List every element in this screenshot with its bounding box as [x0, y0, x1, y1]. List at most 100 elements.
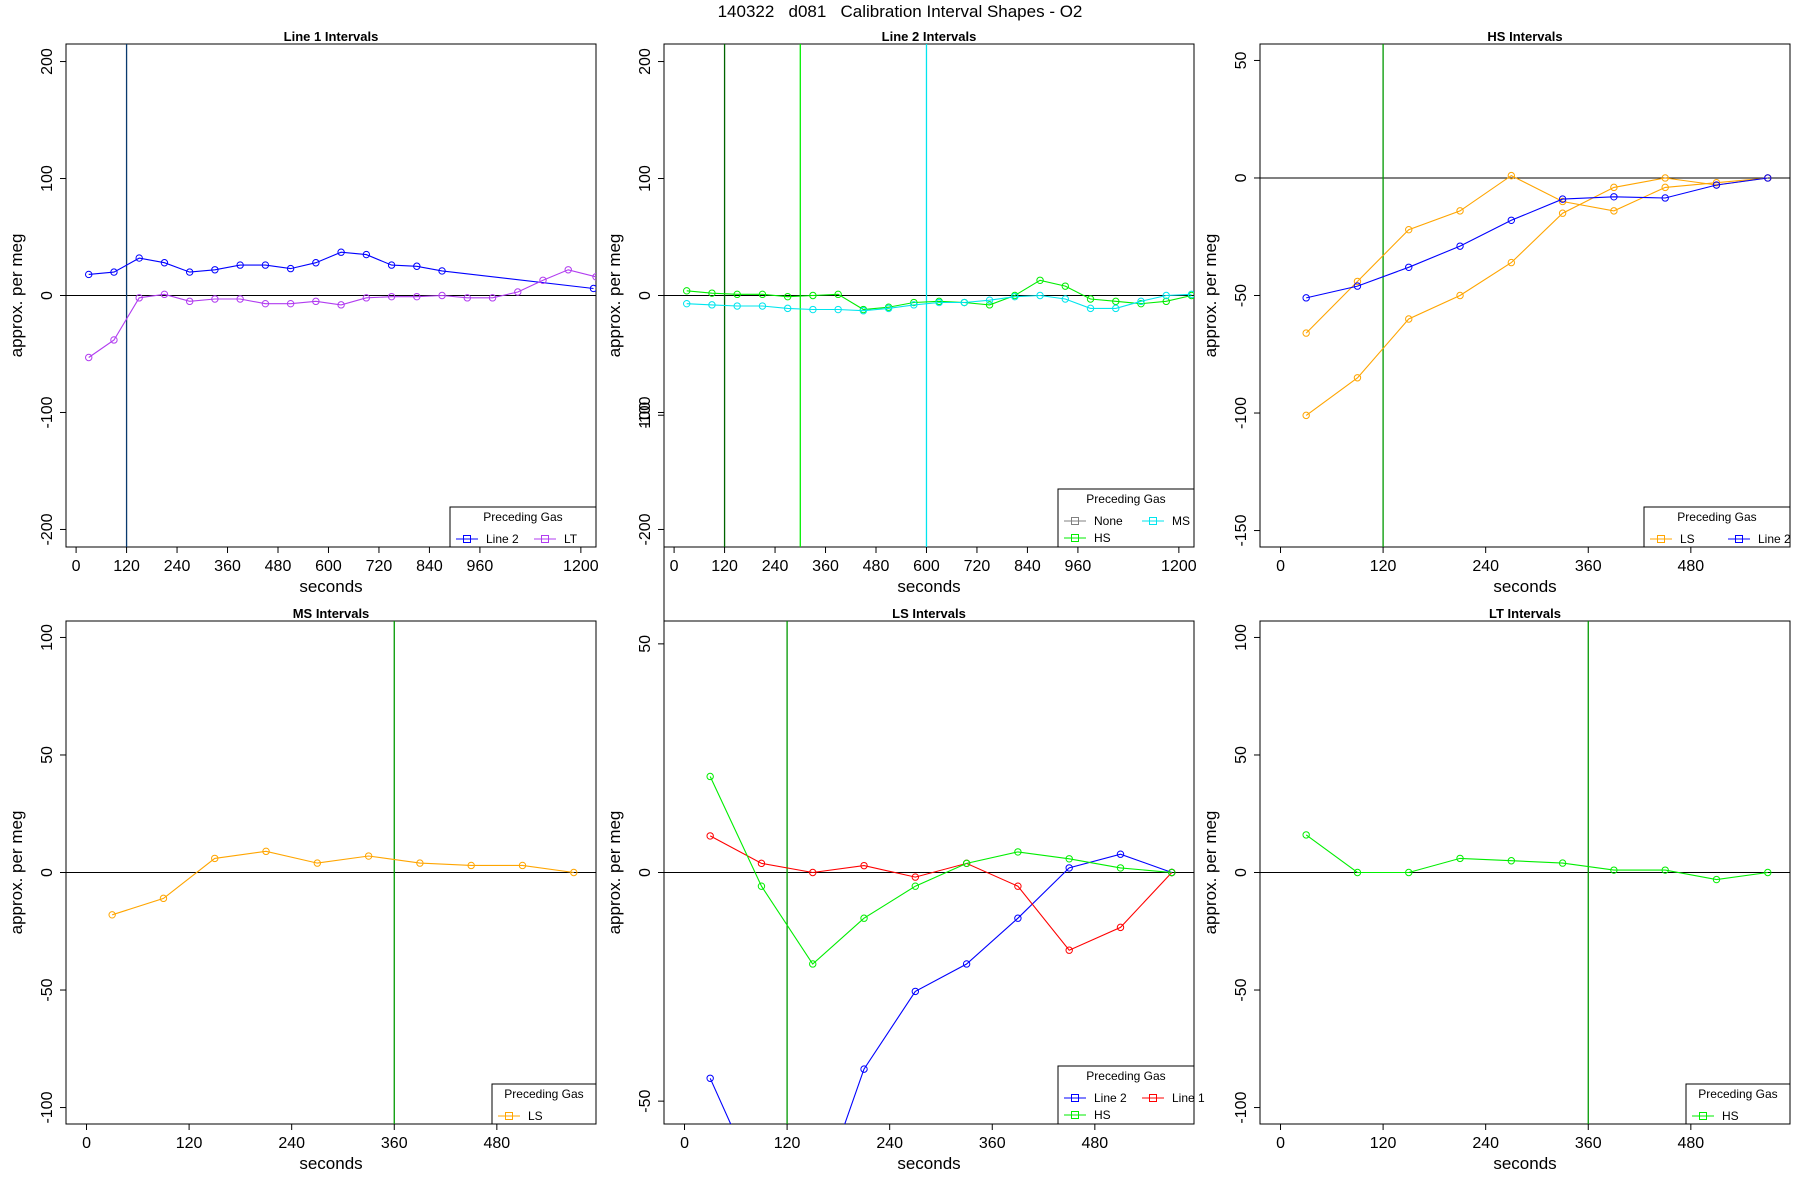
data-point	[911, 882, 920, 890]
legend-entry-label: LS	[528, 1109, 543, 1123]
data-point	[935, 298, 943, 307]
data-point	[1610, 183, 1618, 192]
x-axis-label: seconds	[897, 1154, 960, 1173]
data-point	[1112, 297, 1120, 306]
x-tick-label: 960	[1065, 558, 1092, 575]
legend-entry-label: Line 1	[1172, 1091, 1205, 1105]
legend-entry-label: Line 2	[1094, 1091, 1127, 1105]
panel-6: LT Intervals 0 120 240 360 480 seconds -100 -50 0…	[1201, 606, 1791, 1173]
y-tick-label: -100	[39, 396, 56, 428]
panel-1: Line 1 Intervals 0 120 240 360 480 600 720 840 96…	[7, 29, 599, 596]
x-tick-label: 840	[1014, 558, 1041, 575]
legend-swatch-marker	[1071, 1111, 1079, 1119]
x-tick-label: 840	[416, 558, 443, 575]
data-point	[1507, 857, 1516, 865]
x-tick-label: 360	[979, 1135, 1006, 1152]
y-tick-label: 0	[637, 291, 654, 300]
x-axis-label: seconds	[299, 577, 362, 596]
x-tick-label: 0	[1276, 1135, 1285, 1152]
data-point	[413, 262, 421, 270]
legend-swatch-marker	[463, 535, 471, 543]
x-tick-label: 480	[483, 1135, 510, 1152]
x-tick-label: 480	[1677, 1135, 1704, 1152]
x-tick-label: 960	[467, 558, 494, 575]
x-tick-label: 480	[863, 558, 890, 575]
data-point	[313, 859, 322, 867]
legend-box	[1643, 506, 1791, 548]
y-tick-label: 0	[39, 291, 56, 300]
x-tick-label: 120	[176, 1135, 203, 1152]
x-tick-label: 360	[214, 558, 241, 575]
data-point	[1065, 946, 1073, 954]
data-point	[708, 301, 716, 309]
data-point	[1011, 292, 1019, 301]
legend-swatch-marker	[1071, 1094, 1079, 1102]
y-tick-label: 0	[1233, 868, 1250, 877]
x-tick-label: 360	[381, 1135, 408, 1152]
data-point	[1116, 923, 1125, 932]
x-axis-label: seconds	[897, 577, 960, 596]
legend-box	[1685, 1083, 1791, 1125]
x-tick-label: 720	[366, 558, 393, 575]
data-point	[809, 305, 817, 314]
y-tick-label: -50	[1233, 978, 1250, 1001]
data-point	[1507, 216, 1516, 224]
data-point	[1405, 225, 1413, 234]
data-point	[1187, 290, 1194, 299]
data-point	[1456, 242, 1464, 250]
data-point	[1712, 875, 1721, 884]
data-point	[834, 290, 842, 299]
data-point	[1014, 914, 1022, 922]
legend-swatch-marker	[505, 1112, 513, 1120]
data-point	[312, 297, 320, 306]
data-point	[1558, 197, 1567, 206]
x-tick-label: 0	[1276, 558, 1285, 575]
data-point	[809, 868, 817, 877]
data-point	[1014, 848, 1022, 856]
data-point	[757, 882, 766, 890]
x-tick-label: 120	[711, 558, 738, 575]
data-point	[1061, 295, 1069, 303]
x-tick-label: 360	[1575, 1135, 1602, 1152]
data-point	[108, 911, 116, 919]
data-point	[1558, 195, 1567, 203]
data-point	[1610, 866, 1618, 874]
panel-title: LS Intervals	[892, 606, 966, 621]
panel-5: LS Intervals 0 120 240 360 480 seconds -50 0 50 10…	[605, 402, 1205, 1173]
data-point	[985, 301, 994, 309]
data-point	[110, 336, 118, 344]
data-point	[1302, 411, 1310, 420]
y-axis-label: approx. per meg	[7, 234, 26, 358]
data-point	[683, 287, 691, 295]
data-point	[809, 291, 817, 300]
data-point	[910, 298, 918, 307]
x-tick-label: 0	[670, 558, 679, 575]
data-point	[1456, 854, 1464, 863]
x-tick-label: 120	[1370, 558, 1397, 575]
data-point	[1116, 850, 1125, 858]
legend: Preceding Gas HS	[1685, 1083, 1791, 1125]
y-tick-label: -50	[39, 978, 56, 1001]
data-point	[860, 861, 868, 870]
x-tick-label: 600	[315, 558, 342, 575]
y-tick-label: 50	[39, 746, 56, 764]
series-line-line-2	[88, 251, 594, 290]
data-point	[1302, 329, 1310, 337]
data-point	[438, 291, 446, 300]
x-tick-label: 240	[1472, 1135, 1499, 1152]
y-tick-label: 50	[1233, 51, 1250, 69]
data-point	[706, 772, 714, 781]
legend-title: Preceding Gas	[1698, 1087, 1777, 1101]
panel-title: Line 1 Intervals	[284, 29, 379, 44]
data-point	[1036, 276, 1044, 284]
data-point	[312, 259, 320, 267]
data-point	[809, 960, 817, 968]
data-point	[236, 261, 244, 269]
data-point	[262, 847, 270, 856]
panel-title: MS Intervals	[293, 606, 370, 621]
data-point	[706, 1074, 714, 1082]
series-line-line-1	[709, 835, 1173, 951]
data-point	[1112, 304, 1120, 313]
data-point	[911, 873, 920, 881]
y-tick-label: -200	[39, 513, 56, 545]
